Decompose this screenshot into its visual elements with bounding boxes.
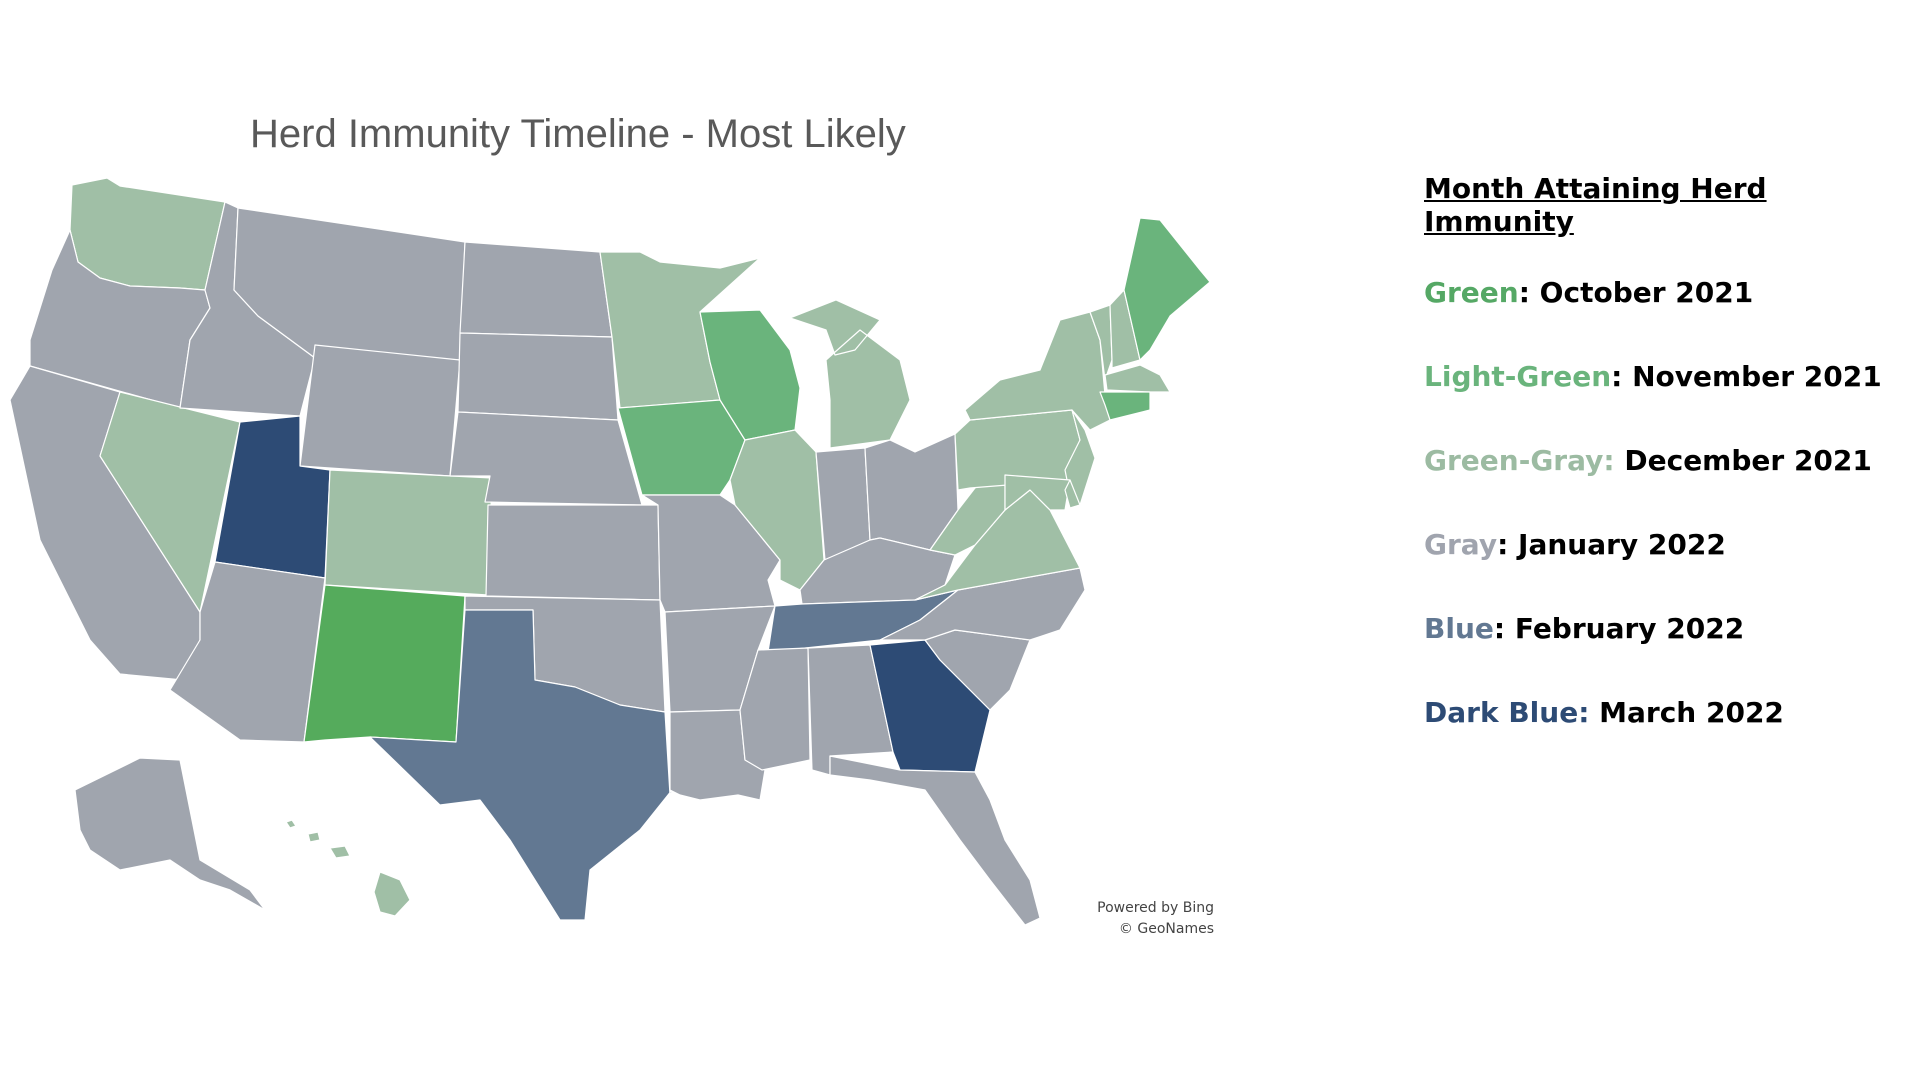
- attribution-powered-by: Powered by Bing: [1097, 900, 1214, 916]
- legend-item-colon: :: [1603, 444, 1625, 477]
- state-north-dakota: [459, 241, 613, 338]
- legend-item: Dark Blue: March 2022: [1424, 696, 1904, 780]
- state-florida: [829, 755, 1041, 926]
- state-illinois: [729, 429, 825, 591]
- state-colorado: [324, 469, 493, 596]
- legend-item-value: March 2022: [1599, 696, 1784, 729]
- legend-item: Light-Green: November 2021: [1424, 360, 1904, 444]
- legend-item-value: February 2022: [1514, 612, 1745, 645]
- state-connecticut: [1099, 391, 1151, 421]
- legend-item-value: December 2021: [1624, 444, 1872, 477]
- us-map: [9, 177, 1211, 926]
- state-wyoming: [299, 344, 461, 477]
- legend: Month Attaining Herd Immunity Green: Oct…: [1424, 172, 1904, 780]
- state-michigan: [789, 299, 911, 449]
- state-arizona: [169, 561, 326, 743]
- legend-item-value: January 2022: [1518, 528, 1726, 561]
- state-massachusetts: [1104, 364, 1171, 393]
- state-hawaii: [285, 819, 411, 917]
- state-new-mexico: [303, 584, 466, 743]
- state-delaware: [1064, 479, 1081, 509]
- state-missouri: [641, 494, 781, 613]
- legend-heading: Month Attaining Herd Immunity: [1424, 172, 1767, 238]
- legend-item-colon: :: [1497, 528, 1519, 561]
- state-maine: [1123, 217, 1211, 361]
- state-new-york: [964, 311, 1111, 431]
- map-title: Herd Immunity Timeline - Most Likely: [250, 112, 906, 156]
- state-nebraska: [449, 411, 643, 506]
- legend-item-label: Blue: [1424, 612, 1494, 645]
- state-alaska: [74, 757, 266, 911]
- legend-item-colon: :: [1611, 360, 1633, 393]
- legend-items: Green: October 2021 Light-Green: November…: [1424, 276, 1904, 780]
- state-kansas: [485, 504, 661, 601]
- legend-item-label: Dark Blue: [1424, 696, 1579, 729]
- legend-item-colon: :: [1518, 276, 1540, 309]
- legend-item: Green: October 2021: [1424, 276, 1904, 360]
- state-vermont: [1089, 304, 1113, 381]
- legend-item-label: Green-Gray: [1424, 444, 1604, 477]
- legend-item-label: Green: [1424, 276, 1519, 309]
- legend-item: Gray: January 2022: [1424, 528, 1904, 612]
- legend-item-colon: :: [1493, 612, 1515, 645]
- legend-item-colon: :: [1578, 696, 1600, 729]
- legend-item-label: Light-Green: [1424, 360, 1612, 393]
- state-texas: [369, 609, 681, 921]
- legend-item: Blue: February 2022: [1424, 612, 1904, 696]
- state-south-dakota: [457, 332, 619, 421]
- legend-item-label: Gray: [1424, 528, 1498, 561]
- legend-item: Green-Gray: December 2021: [1424, 444, 1904, 528]
- legend-item-value: October 2021: [1539, 276, 1754, 309]
- legend-item-value: November 2021: [1632, 360, 1882, 393]
- attribution-copyright: © GeoNames: [1118, 921, 1214, 937]
- state-new-hampshire: [1109, 289, 1141, 369]
- state-iowa: [617, 399, 746, 496]
